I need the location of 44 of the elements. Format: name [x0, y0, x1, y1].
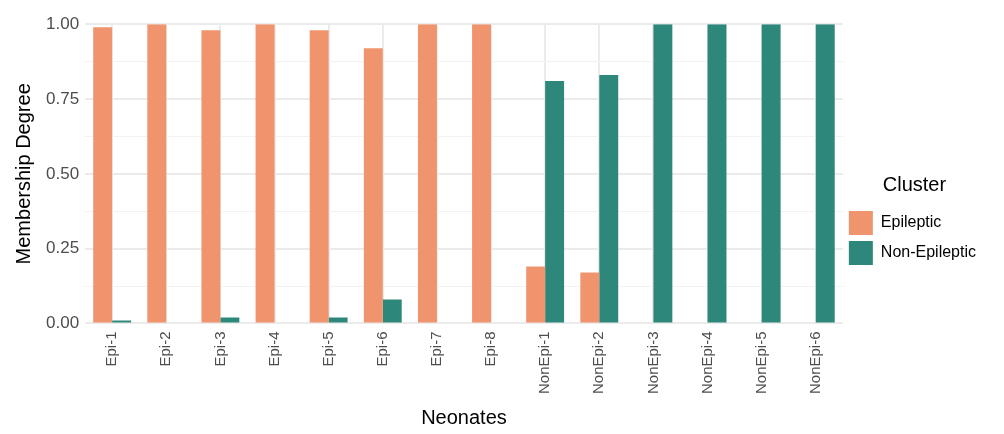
y-tick-label: 0.50 — [45, 163, 80, 183]
x-tick-label: Epi-6 — [372, 331, 390, 367]
bar — [545, 81, 565, 323]
bar — [815, 24, 835, 323]
x-tick-label: Epi-7 — [427, 331, 445, 367]
y-tick-label: 0.25 — [45, 238, 80, 258]
bar — [472, 24, 492, 323]
bar — [255, 24, 275, 323]
y-axis-title: Membership Degree — [11, 83, 34, 265]
x-tick-label: Epi-8 — [481, 331, 499, 367]
bar — [220, 317, 240, 323]
x-tick-label: Epi-2 — [156, 331, 174, 367]
legend-label: Non-Epileptic — [880, 243, 976, 261]
x-tick-label: Epi-1 — [102, 331, 120, 367]
x-tick-label: Epi-4 — [264, 331, 282, 367]
x-axis-title: Neonates — [421, 405, 507, 428]
y-tick-label: 0.75 — [45, 88, 80, 108]
x-tick-label: NonEpi-3 — [643, 331, 661, 395]
x-tick-label: NonEpi-4 — [697, 331, 715, 395]
bar — [599, 75, 619, 323]
x-tick-label: NonEpi-6 — [805, 331, 823, 395]
x-tick-label: NonEpi-2 — [589, 331, 607, 395]
bar — [112, 320, 132, 323]
bar — [653, 24, 673, 323]
bar — [328, 317, 348, 323]
bar — [382, 299, 402, 323]
bar — [201, 30, 221, 323]
bar — [526, 266, 546, 323]
bar — [93, 27, 113, 323]
bar — [580, 272, 600, 323]
x-tick-label: NonEpi-5 — [751, 331, 769, 395]
x-tick-label: Epi-3 — [210, 331, 228, 367]
bar — [417, 24, 437, 323]
bar — [707, 24, 727, 323]
x-tick-label: Epi-5 — [318, 331, 336, 367]
y-tick-label: 0.00 — [45, 313, 80, 333]
x-tick-label: NonEpi-1 — [535, 331, 553, 395]
legend-title: Cluster — [882, 172, 947, 195]
bar — [761, 24, 781, 323]
bar — [309, 30, 329, 323]
y-tick-label: 1.00 — [45, 13, 80, 33]
bar — [147, 24, 167, 323]
legend-label: Epileptic — [880, 213, 942, 231]
bar — [363, 48, 383, 323]
